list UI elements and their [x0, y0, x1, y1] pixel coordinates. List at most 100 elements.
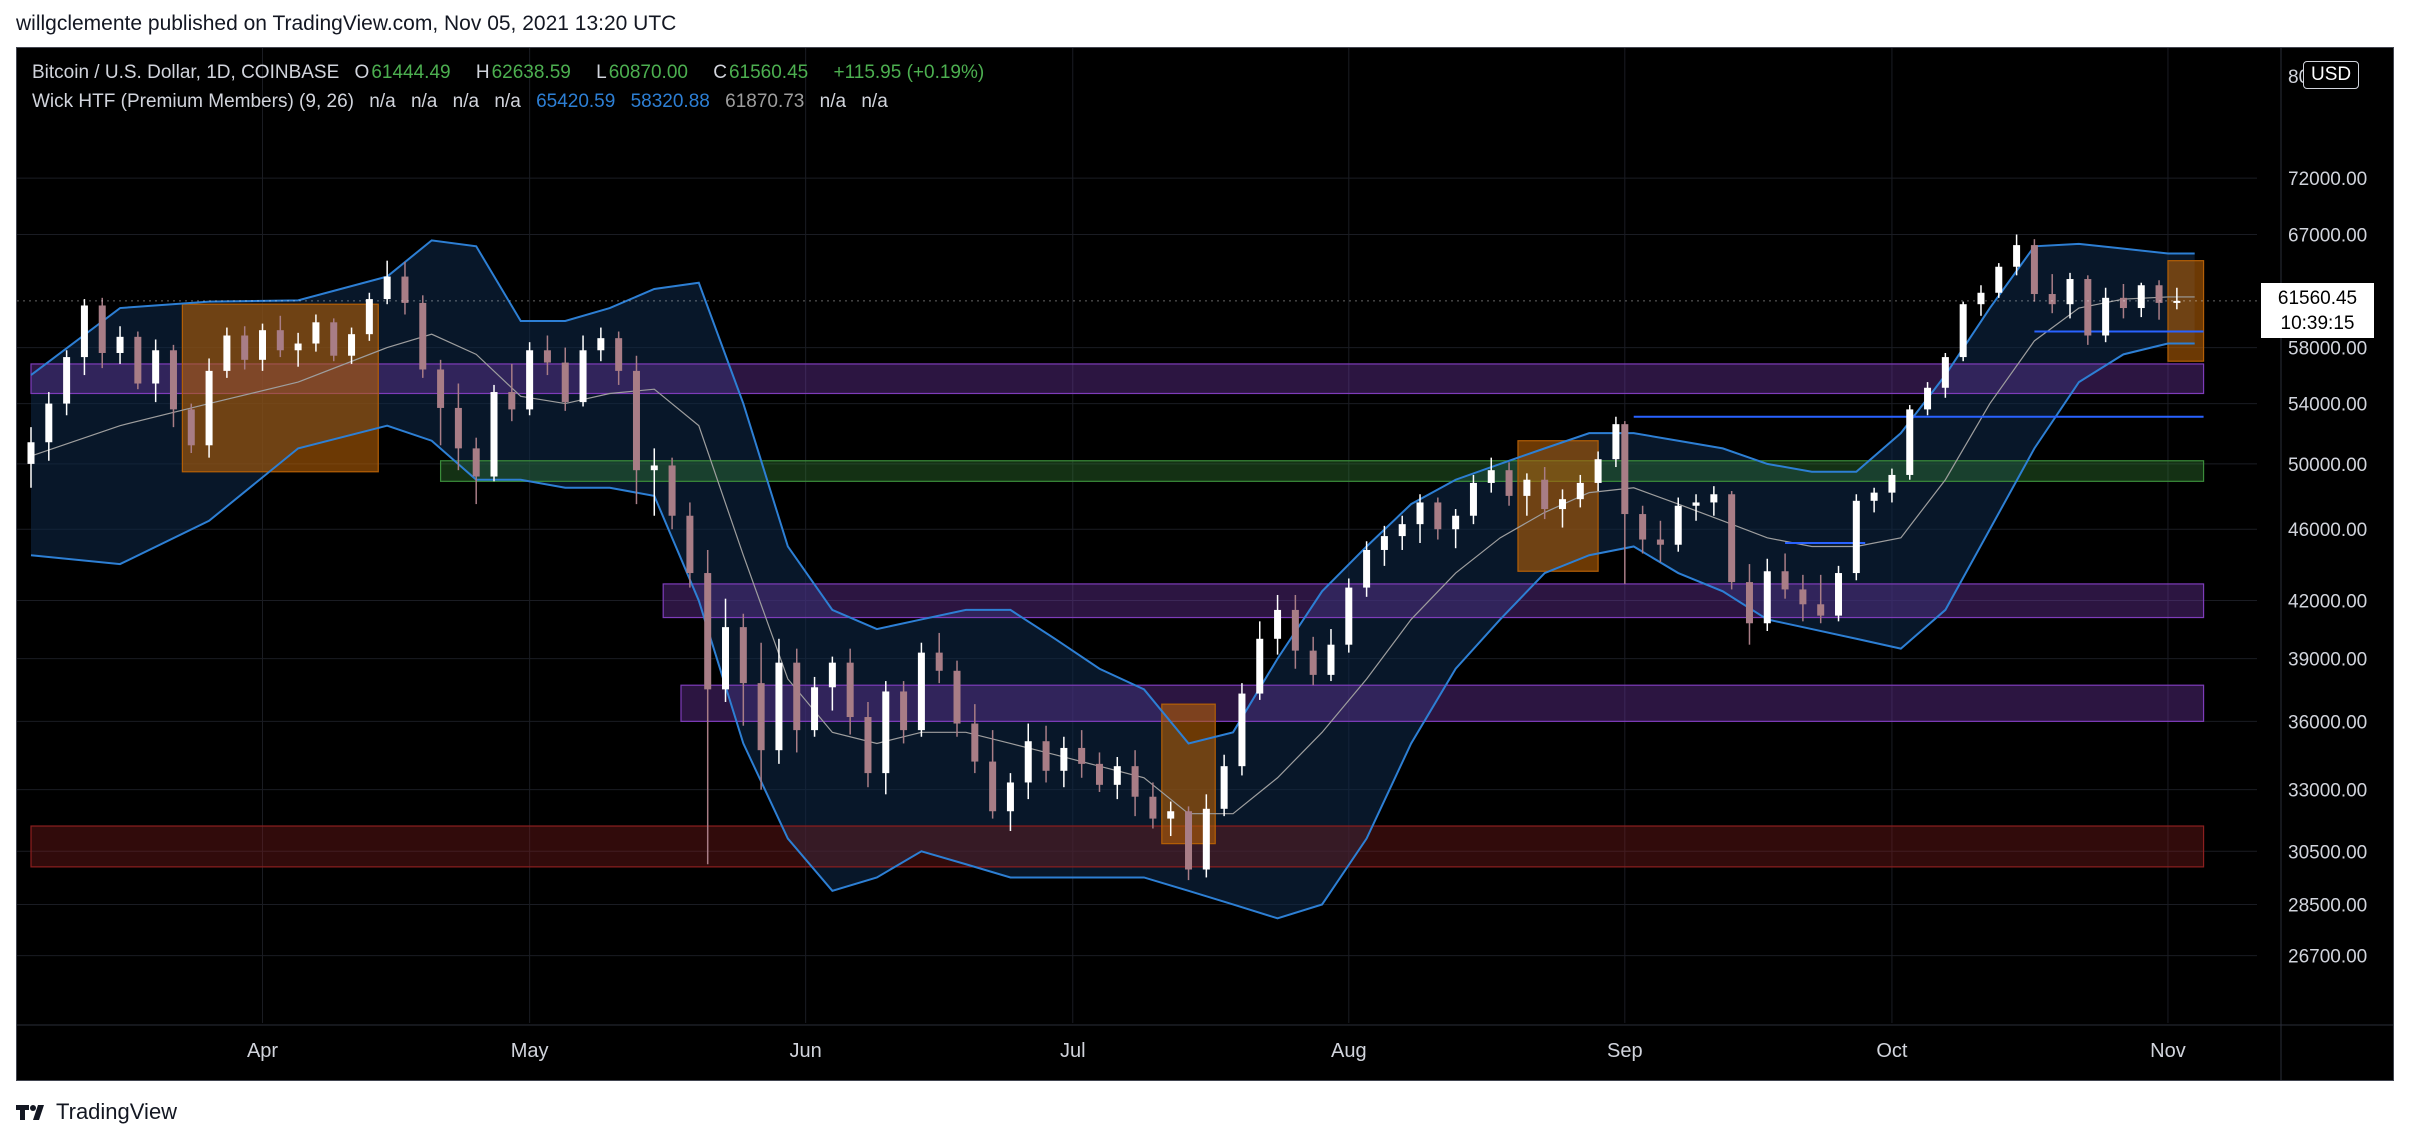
candle-body-115 [2066, 279, 2074, 305]
upper-band-line [30, 239, 2195, 745]
y-tick-label-1: 67000.00 [2288, 226, 2367, 247]
candle-body-104 [1870, 492, 1878, 501]
bar-countdown: 10:39:15 [2280, 313, 2355, 334]
candle-body-81 [1469, 482, 1477, 516]
candle-body-39 [722, 627, 730, 690]
candle-body-106 [1906, 409, 1914, 475]
candle-body-61 [1113, 766, 1121, 785]
indicator-na-6: n/a [861, 91, 888, 112]
candle-body-5 [116, 336, 124, 353]
y-tick-label-7: 39000.00 [2288, 650, 2367, 671]
candle-body-113 [2030, 245, 2038, 295]
candle-body-1 [45, 403, 53, 443]
candle-body-17 [330, 322, 338, 356]
candle-body-90 [1621, 424, 1629, 515]
candle-body-15 [294, 343, 302, 351]
candle-body-87 [1576, 482, 1584, 500]
candle-body-103 [1852, 500, 1860, 574]
candle-body-97 [1745, 582, 1753, 624]
candle-body-45 [828, 662, 836, 688]
candle-body-59 [1078, 747, 1086, 764]
candle-body-42 [775, 662, 783, 751]
currency-badge[interactable]: USD [2303, 61, 2360, 89]
indicator-na-5: n/a [819, 91, 847, 112]
candle-body-120 [2155, 285, 2163, 303]
red-zone-4 [30, 825, 2205, 868]
candle-body-41 [757, 683, 765, 751]
candle-body-105 [1888, 474, 1896, 493]
candle-body-71 [1291, 609, 1299, 651]
x-tick-label-2: Jun [790, 1040, 822, 1062]
indicator-title[interactable]: Wick HTF (Premium Members) (9, 26) [32, 91, 354, 112]
candle-body-51 [935, 652, 943, 671]
candle-body-29 [543, 350, 551, 363]
candle-body-49 [900, 691, 908, 731]
indicator-lower-value: 58320.88 [630, 91, 710, 112]
candle-body-11 [223, 335, 231, 371]
candle-body-46 [846, 662, 854, 718]
candle-body-9 [187, 409, 195, 446]
x-tick-label-1: May [511, 1040, 549, 1062]
candle-body-16 [312, 322, 320, 344]
candle-body-3 [80, 305, 88, 358]
footer-brand-label: TradingView [56, 1099, 178, 1124]
candle-body-25 [472, 448, 480, 477]
candle-body-23 [437, 369, 445, 408]
footer-brand[interactable]: TradingView [16, 1099, 177, 1125]
y-tick-label-9: 33000.00 [2288, 781, 2367, 802]
candle-body-2 [63, 357, 71, 404]
candle-body-111 [1995, 266, 2003, 293]
candle-body-82 [1487, 470, 1495, 483]
candle-body-28 [526, 350, 534, 410]
y-tick-label-11: 28500.00 [2288, 895, 2367, 916]
candle-body-69 [1256, 638, 1264, 694]
candle-body-8 [169, 350, 177, 410]
last-price: 61560.45 [2277, 288, 2358, 309]
candle-body-74 [1345, 587, 1353, 645]
candle-body-80 [1452, 515, 1460, 530]
candle-body-92 [1656, 539, 1664, 545]
candle-body-68 [1238, 693, 1246, 767]
candle-body-62 [1131, 766, 1139, 797]
candle-body-55 [1006, 782, 1014, 812]
candle-body-24 [454, 407, 462, 449]
orange-zone-8 [2167, 260, 2205, 362]
candle-body-116 [2084, 279, 2092, 336]
candle-body-117 [2102, 297, 2110, 336]
candle-body-63 [1149, 796, 1157, 819]
candle-body-32 [597, 338, 605, 351]
y-tick-label-6: 42000.00 [2288, 592, 2367, 613]
candle-body-20 [383, 276, 391, 300]
chart-panel[interactable]: 72000.00 67000.00 58000.00 54000.00 50000.00… [16, 47, 2394, 1081]
candle-body-101 [1817, 604, 1825, 616]
candle-body-70 [1274, 609, 1282, 639]
close-key: C [713, 62, 727, 83]
candle-body-12 [241, 335, 249, 360]
close-value: 61560.45 [728, 62, 809, 83]
low-value: 60870.00 [608, 62, 688, 83]
publisher-line: willgclemente published on TradingView.c… [16, 12, 677, 35]
candle-body-54 [989, 761, 997, 812]
candle-body-77 [1398, 524, 1406, 537]
candle-body-35 [650, 465, 658, 471]
candle-body-75 [1363, 549, 1371, 588]
candle-body-79 [1434, 502, 1442, 530]
candle-body-60 [1095, 763, 1103, 785]
candle-body-38 [704, 573, 712, 690]
last-price-tag: 61560.45 10:39:15 [2261, 283, 2374, 338]
candle-body-89 [1612, 424, 1620, 460]
y-tick-label-0: 72000.00 [2288, 169, 2367, 190]
candle-body-26 [490, 392, 498, 477]
candle-body-72 [1309, 650, 1317, 675]
x-tick-label-5: Sep [1607, 1040, 1643, 1062]
price-chart[interactable]: 72000.00 67000.00 58000.00 54000.00 50000.00… [17, 48, 2393, 1080]
indicator-na-1: n/a [369, 91, 396, 112]
symbol-title[interactable]: Bitcoin / U.S. Dollar, 1D, COINBASE [32, 62, 340, 83]
band-fill [31, 240, 2195, 919]
x-tick-label-4: Aug [1331, 1040, 1367, 1062]
candle-body-114 [2048, 294, 2056, 305]
lower-band-line [30, 342, 2195, 920]
indicator-upper-value: 65420.59 [536, 91, 616, 112]
candle-body-94 [1692, 502, 1700, 506]
candle-body-107 [1924, 387, 1932, 410]
